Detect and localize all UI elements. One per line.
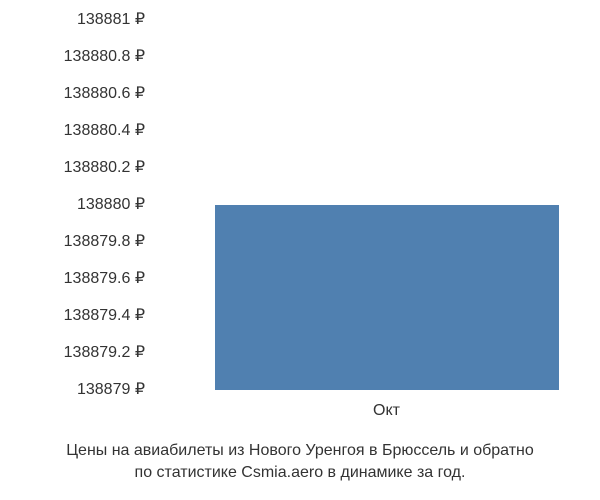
y-tick-label: 138879.8 ₽ (0, 234, 145, 250)
y-tick-label: 138881 ₽ (0, 12, 145, 28)
x-tick-label: Окт (373, 402, 400, 420)
y-tick-label: 138879.4 ₽ (0, 308, 145, 324)
y-tick-label: 138879.2 ₽ (0, 345, 145, 361)
y-tick-label: 138880.8 ₽ (0, 49, 145, 65)
y-tick-label: 138879.6 ₽ (0, 271, 145, 287)
plot-area (150, 20, 580, 390)
y-tick-label: 138880.2 ₽ (0, 160, 145, 176)
y-tick-label: 138880.6 ₽ (0, 86, 145, 102)
y-tick-label: 138879 ₽ (0, 382, 145, 398)
price-chart: 138881 ₽ 138880.8 ₽ 138880.6 ₽ 138880.4 ₽ 13… (0, 0, 600, 500)
chart-caption: Цены на авиабилеты из Нового Уренгоя в Б… (0, 440, 600, 485)
bar (215, 205, 559, 390)
caption-line-2: по статистике Csmia.aero в динамике за г… (0, 462, 600, 484)
caption-line-1: Цены на авиабилеты из Нового Уренгоя в Б… (0, 440, 600, 462)
y-axis: 138881 ₽138880.8 ₽138880.6 ₽138880.4 ₽13… (0, 20, 145, 390)
y-tick-label: 138880.4 ₽ (0, 123, 145, 139)
y-tick-label: 138880 ₽ (0, 197, 145, 213)
